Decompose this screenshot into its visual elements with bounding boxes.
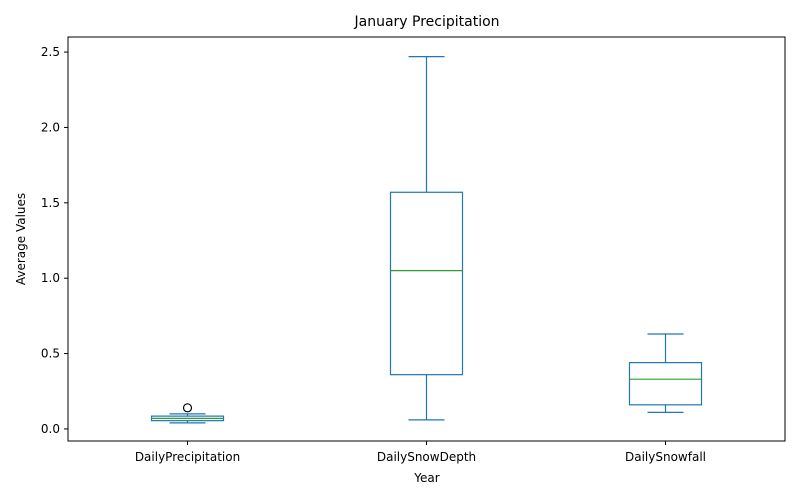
x-axis-label: Year bbox=[413, 471, 439, 485]
y-tick-label: 1.5 bbox=[41, 196, 60, 210]
y-axis-label: Average Values bbox=[14, 193, 28, 285]
y-tick-label: 2.5 bbox=[41, 45, 60, 59]
box-DailyPrecipitation bbox=[150, 403, 225, 424]
y-axis: 0.0 0.5 1.0 1.5 2.0 2.5 bbox=[41, 45, 68, 436]
chart-title: January Precipitation bbox=[353, 14, 499, 30]
x-tick-label: DailySnowfall bbox=[625, 450, 706, 464]
x-tick-label: DailySnowDepth bbox=[377, 450, 476, 464]
box-DailySnowfall bbox=[628, 333, 703, 413]
y-tick-label: 2.0 bbox=[41, 120, 60, 134]
box-iqr bbox=[628, 362, 703, 406]
x-tick-label: DailyPrecipitation bbox=[135, 450, 240, 464]
x-axis: DailyPrecipitation DailySnowDepth DailySno… bbox=[135, 441, 706, 464]
box-series bbox=[150, 55, 703, 424]
y-tick-label: 0.0 bbox=[41, 422, 60, 436]
y-tick-label: 1.0 bbox=[41, 271, 60, 285]
y-tick-label: 0.5 bbox=[41, 347, 60, 361]
box-iqr bbox=[389, 191, 464, 376]
outlier-point bbox=[182, 403, 193, 413]
box-DailySnowDepth bbox=[389, 55, 464, 421]
